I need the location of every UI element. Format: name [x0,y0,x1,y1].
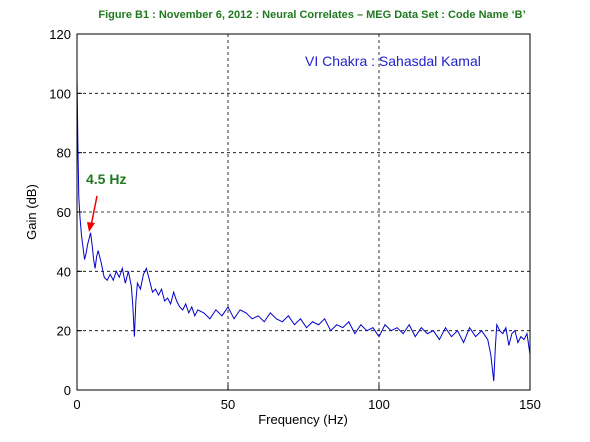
x-tick-label: 50 [221,397,235,412]
plot-area [77,34,530,390]
chart-title: Figure B1 : November 6, 2012 : Neural Co… [98,9,525,21]
x-tick-label: 0 [73,397,80,412]
annotation-arrow [90,195,98,227]
y-tick-label: 100 [49,86,71,101]
y-tick-label: 120 [49,27,71,42]
y-tick-label: 40 [57,264,71,279]
arrow-head [87,222,95,232]
annotation: 4.5 Hz [86,171,126,187]
y-tick-label: 20 [57,324,71,339]
annotation: VI Chakra : Sahasdal Kamal [305,53,481,69]
data-line [76,75,531,382]
y-tick-label: 0 [64,383,71,398]
y-tick-label: 80 [57,146,71,161]
x-tick-label: 150 [519,397,541,412]
y-tick-label: 60 [57,205,71,220]
x-axis-label: Frequency (Hz) [258,412,348,427]
plot-frame [76,33,531,391]
y-axis-label: Gain (dB) [24,184,39,240]
x-tick-label: 100 [368,397,390,412]
